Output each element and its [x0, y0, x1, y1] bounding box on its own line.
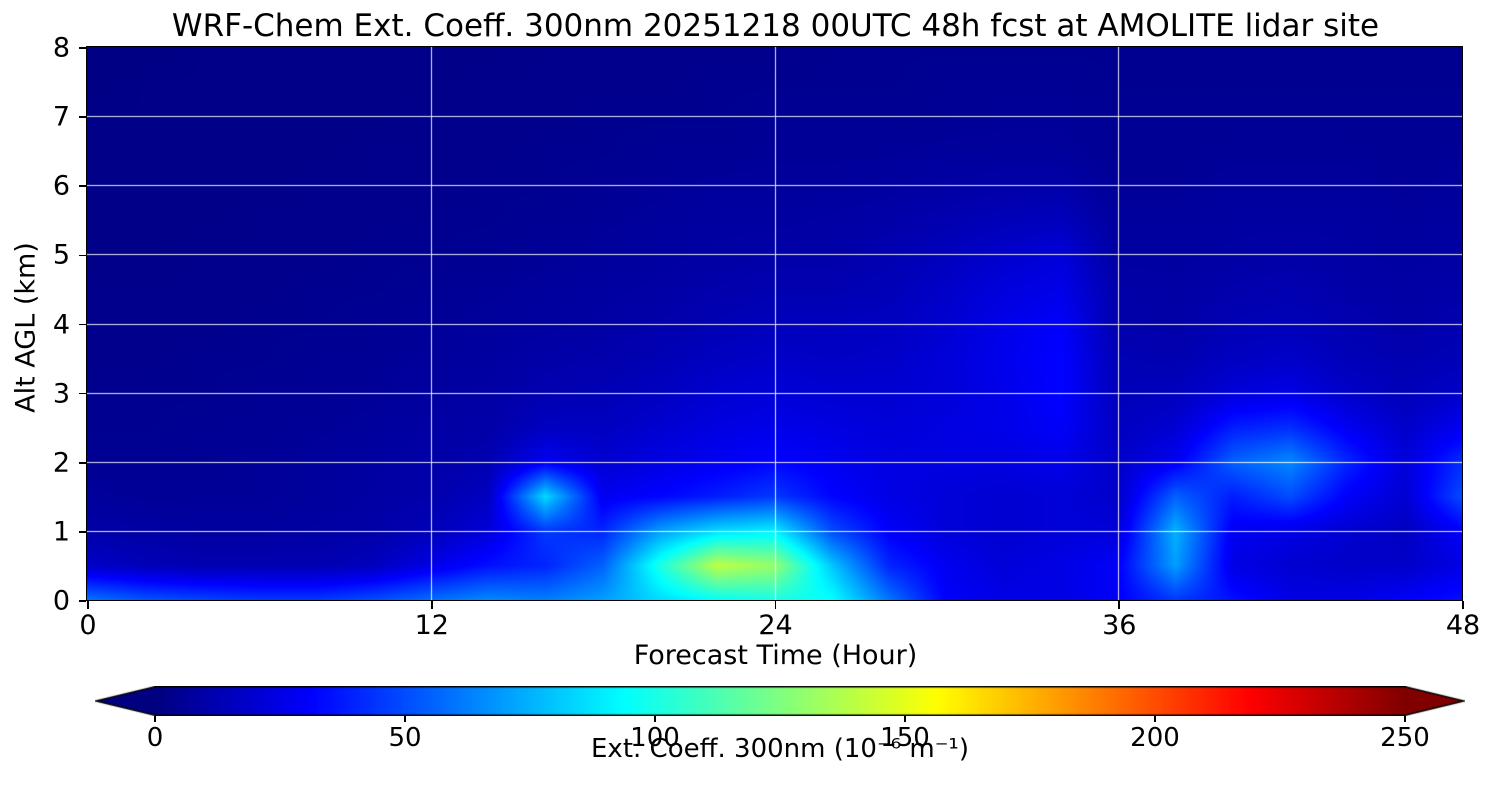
colorbar-tick-label: 0 — [146, 723, 164, 753]
colorbar-tick-label: 50 — [388, 723, 422, 753]
y-tick-mark — [79, 47, 86, 49]
x-tick-label: 0 — [79, 610, 97, 641]
colorbar-tick-label: 100 — [630, 723, 680, 753]
y-tick-mark — [79, 185, 86, 188]
colorbar-tick-mark — [654, 716, 656, 722]
y-tick-mark — [79, 116, 86, 118]
x-axis-label: Forecast Time (Hour) — [633, 640, 918, 671]
y-tick-mark — [79, 254, 86, 257]
plot-area — [86, 46, 1463, 601]
chart-title: WRF-Chem Ext. Coeff. 300nm 20251218 00UT… — [171, 8, 1380, 44]
y-tick-label: 2 — [52, 447, 70, 479]
x-tick-label: 36 — [1102, 610, 1137, 641]
colorbar-tick-mark — [904, 716, 906, 722]
x-tick-label: 12 — [414, 610, 449, 641]
x-tick-label: 48 — [1445, 610, 1481, 641]
y-tick-mark — [79, 600, 86, 602]
y-tick-label: 3 — [52, 378, 70, 410]
y-tick-label: 8 — [52, 32, 70, 64]
colorbar-label: Ext. Coeff. 300nm (10⁻⁶ m⁻¹) — [591, 734, 969, 764]
y-tick-label: 5 — [52, 239, 70, 271]
y-tick-mark — [79, 392, 86, 395]
x-tick-mark — [1462, 601, 1464, 609]
y-tick-mark — [79, 461, 86, 464]
x-tick-mark — [774, 601, 777, 609]
colorbar: 0 50 100 150 200 250 Ext. Coeff. 300nm (10⁻⁶ … — [95, 686, 1465, 796]
colorbar-tick-mark — [1404, 716, 1406, 722]
heatmap-canvas — [87, 47, 1462, 600]
y-tick-label: 4 — [52, 309, 70, 340]
y-tick-mark — [79, 323, 86, 326]
colorbar-tick-label: 250 — [1380, 723, 1430, 753]
colorbar-tick-mark — [404, 716, 406, 722]
colorbar-tick-mark — [1154, 716, 1156, 722]
y-tick-label: 0 — [52, 585, 70, 617]
y-tick-mark — [79, 531, 86, 533]
colorbar-tick-labels: 0 50 100 150 200 250 — [95, 716, 1465, 761]
x-tick-mark — [1118, 601, 1121, 609]
x-tick-label: 24 — [758, 610, 793, 641]
x-tick-mark — [87, 601, 89, 609]
x-tick-labels: 0 12 24 36 48 — [79, 601, 1480, 641]
colorbar-tick-mark — [154, 716, 156, 722]
colorbar-tick-label: 150 — [880, 723, 930, 753]
colorbar-canvas — [95, 686, 1465, 716]
y-tick-labels: 0 1 2 3 4 5 6 7 8 — [0, 33, 86, 617]
y-tick-label: 7 — [52, 101, 70, 133]
y-tick-label: 6 — [52, 170, 70, 202]
x-tick-mark — [430, 601, 433, 609]
colorbar-tick-label: 200 — [1130, 723, 1180, 753]
y-tick-label: 1 — [52, 516, 70, 548]
